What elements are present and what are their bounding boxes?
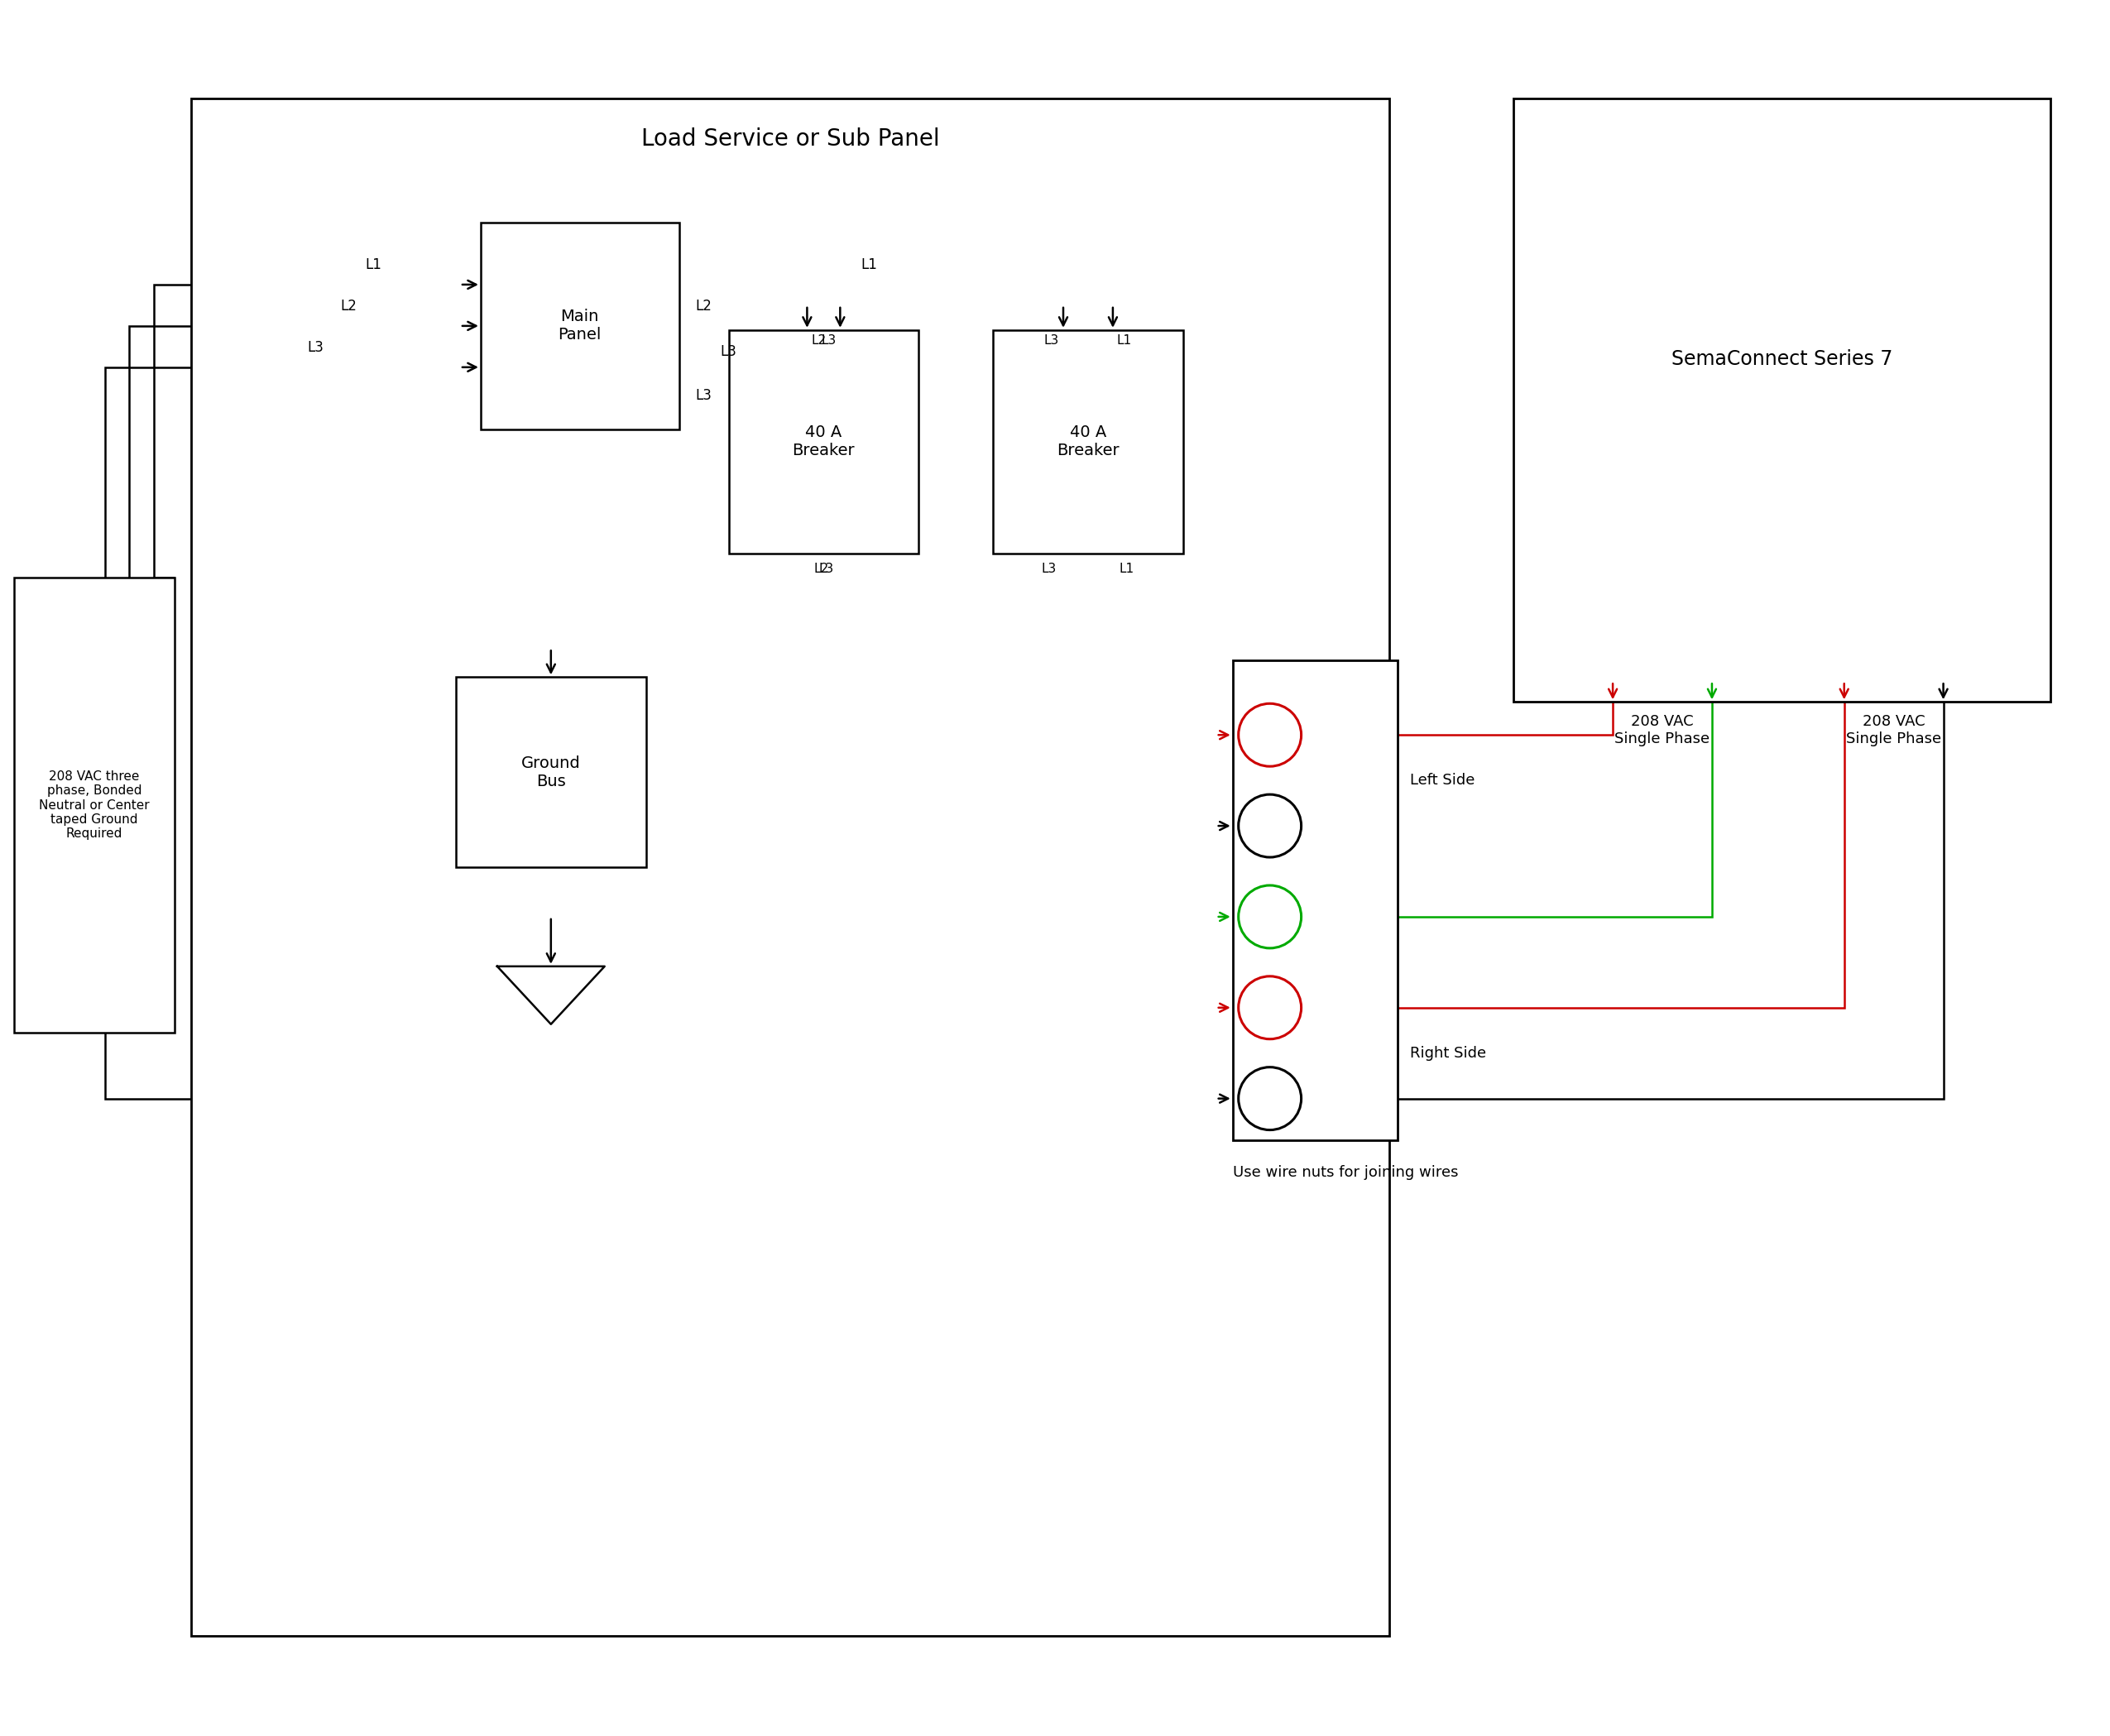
Text: L3: L3 [1044, 333, 1059, 347]
Text: L3: L3 [696, 387, 711, 403]
Text: L1: L1 [1116, 333, 1131, 347]
Text: L1: L1 [1120, 562, 1135, 576]
Circle shape [1239, 1068, 1302, 1130]
Text: 208 VAC three
phase, Bonded
Neutral or Center
taped Ground
Required: 208 VAC three phase, Bonded Neutral or C… [40, 771, 150, 840]
Circle shape [1239, 885, 1302, 948]
Text: 208 VAC
Single Phase: 208 VAC Single Phase [1846, 713, 1941, 746]
Text: Use wire nuts for joining wires: Use wire nuts for joining wires [1232, 1165, 1458, 1179]
Text: L3: L3 [819, 562, 833, 576]
Bar [728, 330, 918, 554]
Circle shape [1239, 703, 1302, 766]
Text: Load Service or Sub Panel: Load Service or Sub Panel [641, 127, 939, 151]
Text: L1: L1 [861, 257, 878, 273]
Text: 208 VAC
Single Phase: 208 VAC Single Phase [1614, 713, 1709, 746]
Text: L3: L3 [821, 333, 836, 347]
Bar [192, 99, 1390, 1635]
Text: L2: L2 [810, 333, 827, 347]
Text: 40 A
Breaker: 40 A Breaker [793, 425, 855, 458]
Text: Right Side: Right Side [1409, 1045, 1488, 1061]
Bar [15, 578, 175, 1033]
Bar [994, 330, 1184, 554]
Bar [456, 677, 646, 868]
Text: L3: L3 [1042, 562, 1057, 576]
Bar [481, 222, 679, 429]
Text: Ground
Bus: Ground Bus [521, 755, 580, 790]
Text: L3: L3 [308, 340, 323, 354]
Bar [1232, 661, 1399, 1141]
Circle shape [1239, 795, 1302, 858]
Text: L3: L3 [720, 344, 736, 359]
Text: L2: L2 [814, 562, 829, 576]
Circle shape [1239, 976, 1302, 1040]
Text: L1: L1 [365, 257, 382, 273]
Text: Left Side: Left Side [1409, 773, 1475, 788]
Bar [1513, 99, 2051, 701]
Text: L2: L2 [340, 299, 357, 314]
Text: Main
Panel: Main Panel [559, 309, 601, 344]
Text: L2: L2 [696, 299, 711, 314]
Text: 40 A
Breaker: 40 A Breaker [1057, 425, 1118, 458]
Text: SemaConnect Series 7: SemaConnect Series 7 [1671, 349, 1893, 368]
